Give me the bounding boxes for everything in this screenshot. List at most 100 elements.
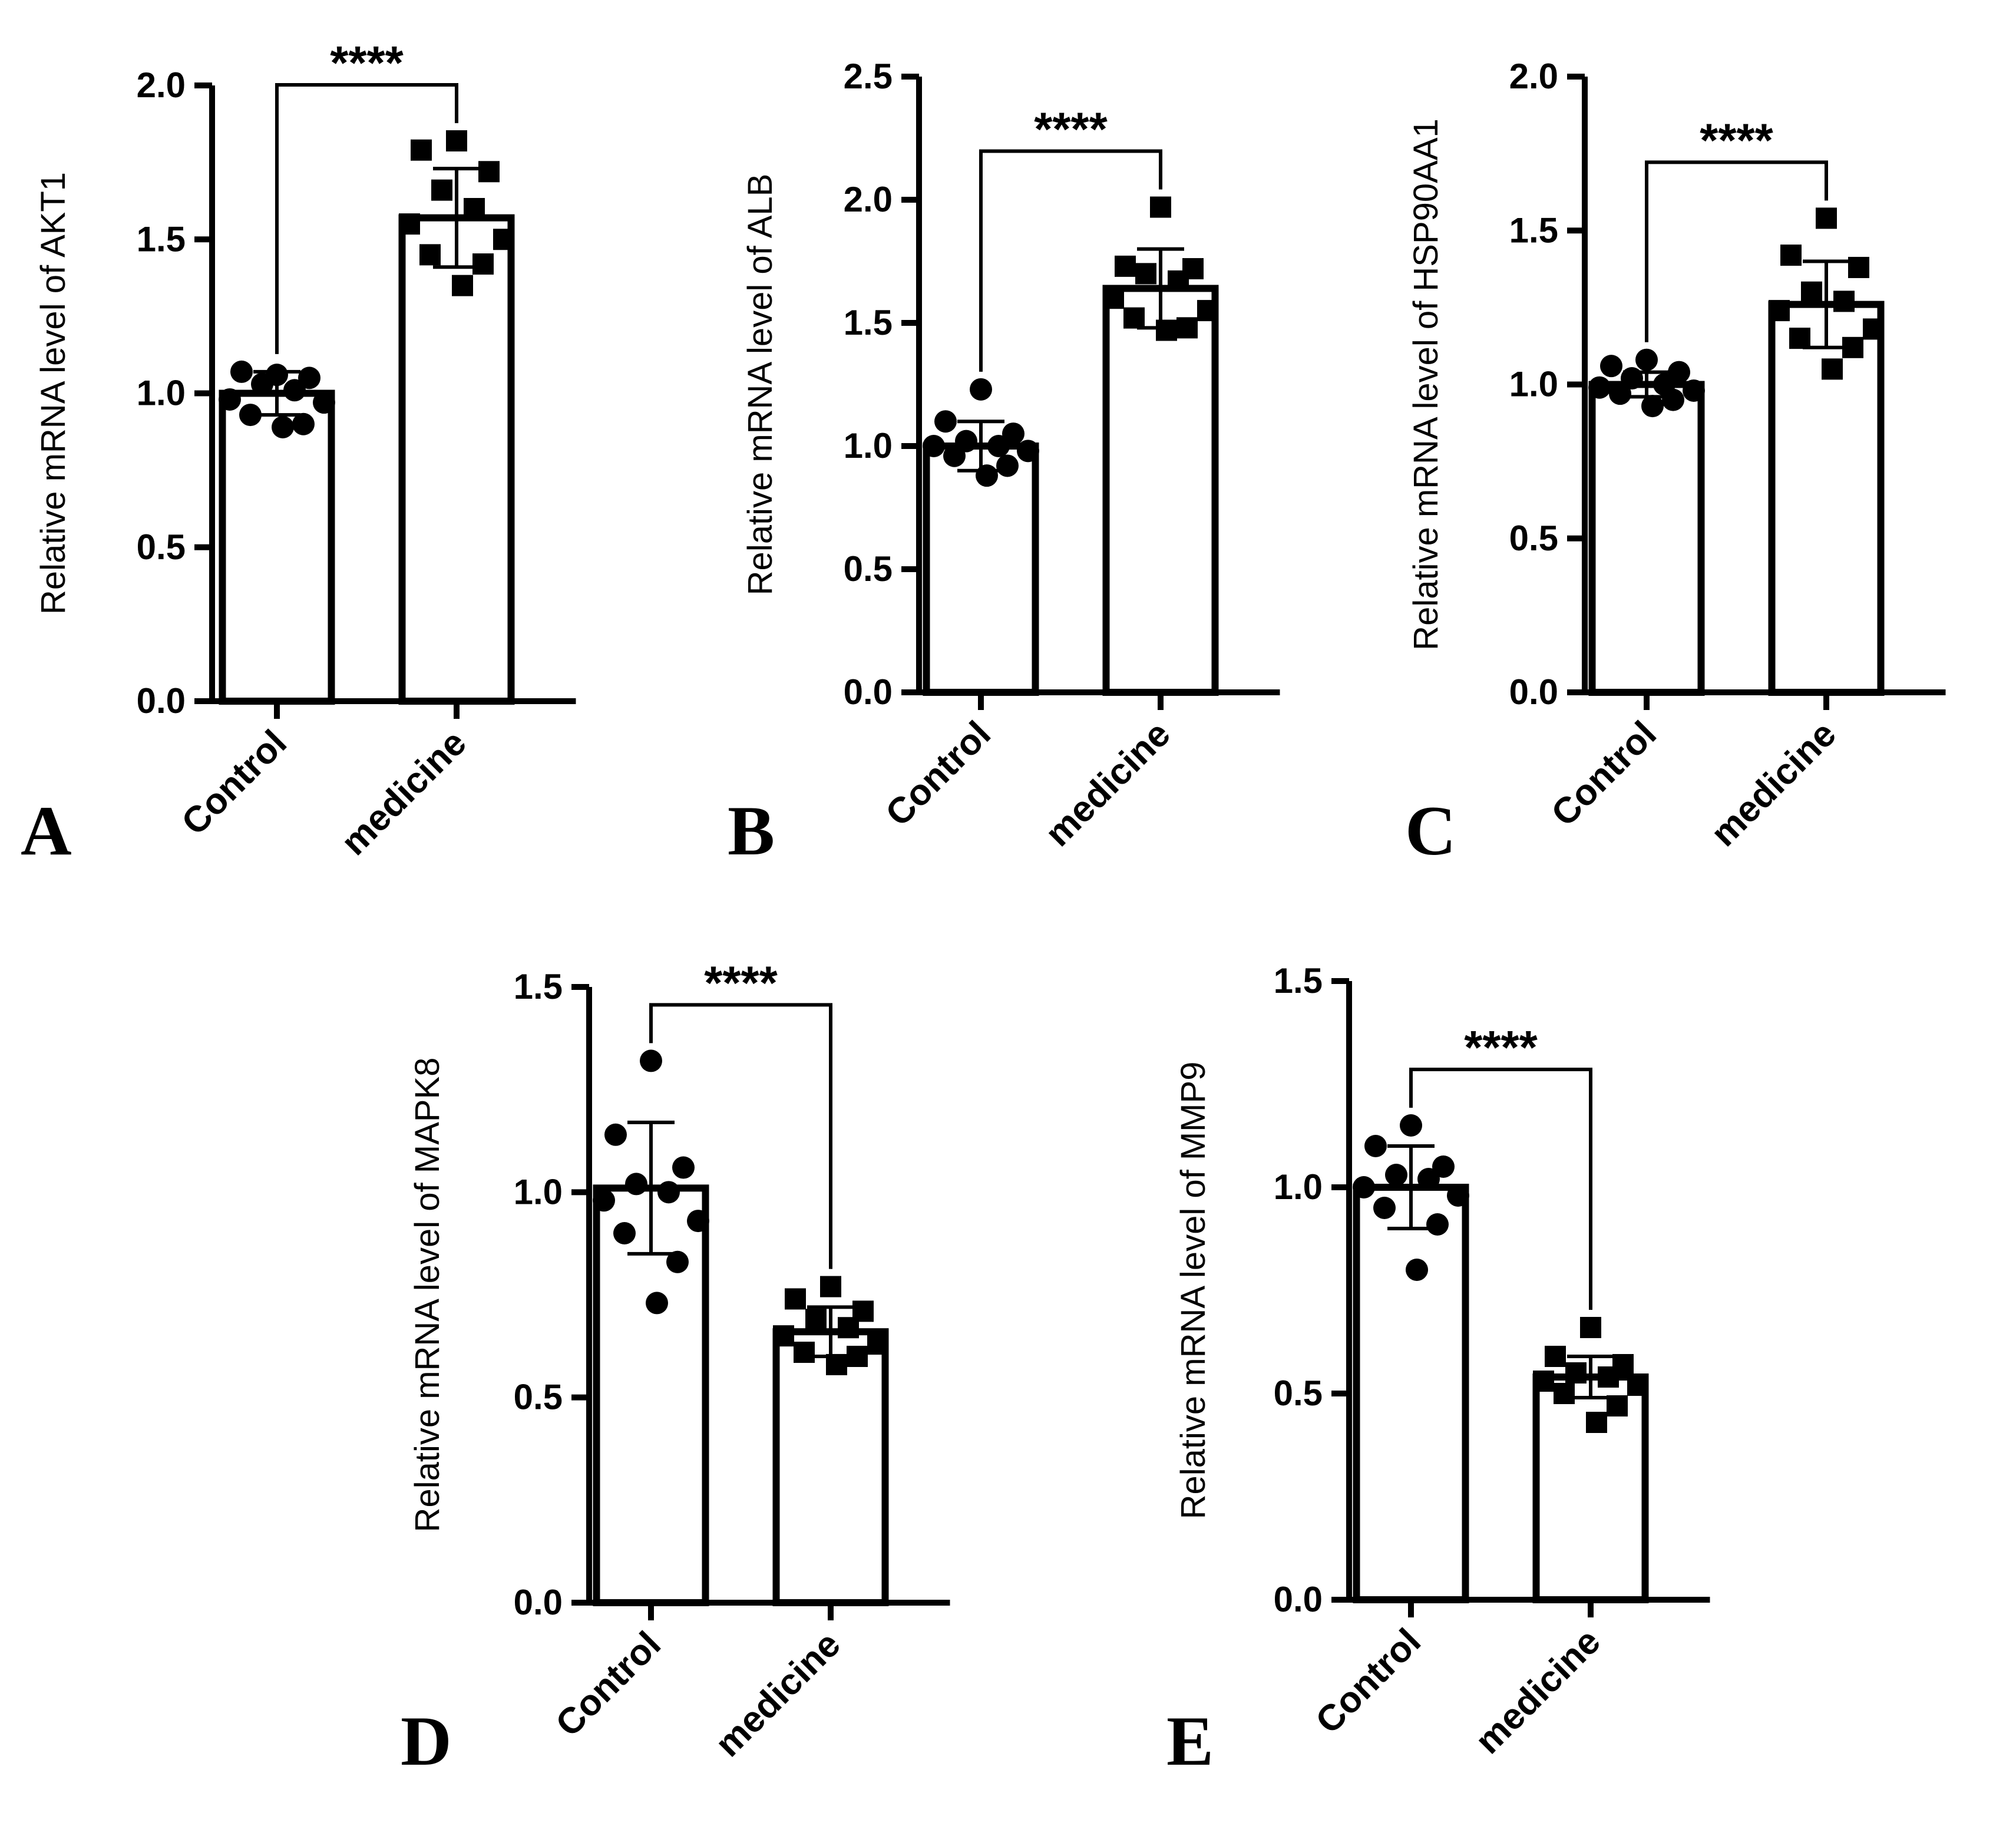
- data-point: [313, 391, 335, 414]
- panel-d: 0.0 0.5 1.0 1.5 Relative mRNA level of MAPK8…: [401, 956, 950, 1780]
- data-point: [640, 1049, 662, 1072]
- data-point: [1353, 1176, 1375, 1198]
- data-point: [987, 435, 1010, 457]
- data-point: [1822, 358, 1843, 380]
- data-point: [1373, 1197, 1396, 1219]
- y-tick-label: 0.5: [514, 1378, 563, 1417]
- data-point: [847, 1346, 868, 1367]
- y-tick-label: 0.0: [1509, 672, 1558, 712]
- x-tick-label: Control: [1544, 714, 1664, 834]
- data-point: [1621, 367, 1643, 390]
- data-point: [1406, 1259, 1428, 1281]
- y-tick-label: 0.0: [137, 681, 186, 721]
- data-point: [493, 229, 514, 250]
- y-tick-label: 1.5: [1274, 961, 1323, 1000]
- data-point: [431, 179, 452, 201]
- data-point: [1417, 1168, 1440, 1190]
- data-point: [464, 198, 485, 219]
- data-point: [1197, 300, 1218, 322]
- data-point: [773, 1325, 794, 1347]
- data-point: [1863, 318, 1884, 340]
- data-point: [1600, 355, 1622, 378]
- data-point: [1545, 1346, 1566, 1367]
- data-point: [239, 404, 262, 427]
- y-tick-label: 0.5: [137, 527, 186, 567]
- data-point: [298, 366, 320, 389]
- significance-bracket: [649, 1003, 832, 1269]
- data-point: [1168, 270, 1189, 292]
- data-point: [1123, 307, 1145, 329]
- data-point: [1848, 256, 1869, 278]
- data-point: [251, 372, 273, 395]
- bar-control: [1353, 1184, 1469, 1603]
- data-point: [785, 1288, 806, 1310]
- x-tick-label: medicine: [708, 1624, 848, 1765]
- panel-e: 0.0 0.5 1.0 1.5 Relative mRNA level of MMP9 C…: [1166, 961, 1710, 1780]
- significance-bracket: [1645, 160, 1828, 342]
- data-point: [1580, 1317, 1601, 1338]
- y-tick-label: 2.0: [137, 65, 186, 105]
- data-point: [867, 1333, 888, 1355]
- panel-letter: C: [1405, 791, 1456, 870]
- y-tick-label: 1.5: [137, 219, 186, 259]
- y-axis-title: Relative mRNA level of MAPK8: [408, 1058, 447, 1533]
- bar-control: [1588, 381, 1705, 696]
- y-axis-title: Relative mRNA level of AKT1: [34, 172, 72, 615]
- data-point: [1801, 281, 1822, 303]
- data-point: [1426, 1213, 1449, 1236]
- data-point: [593, 1189, 615, 1212]
- data-point: [666, 1250, 689, 1273]
- bar-medicine: [1532, 1373, 1649, 1603]
- x-tick-label: Control: [1308, 1621, 1429, 1742]
- panel-c: 0.0 0.5 1.0 1.5 2.0 Relative mRNA level of HS…: [1405, 57, 1946, 870]
- data-point: [604, 1123, 627, 1146]
- data-point: [923, 435, 945, 457]
- data-point: [411, 139, 432, 161]
- data-point: [1780, 245, 1802, 266]
- data-point: [1588, 376, 1611, 399]
- data-point: [625, 1173, 647, 1196]
- y-tick-label: 1.5: [1509, 210, 1558, 250]
- data-point: [687, 1210, 709, 1233]
- data-point: [472, 253, 494, 275]
- data-point: [1156, 319, 1177, 341]
- data-point: [1533, 1371, 1554, 1392]
- y-tick-label: 0.5: [844, 549, 893, 589]
- x-tick-label: Control: [174, 722, 295, 843]
- data-point: [1789, 328, 1810, 349]
- data-point: [399, 213, 420, 235]
- data-point: [219, 388, 241, 411]
- significance-stars: ****: [1464, 1021, 1538, 1074]
- panel-letter: E: [1166, 1702, 1214, 1780]
- y-tick-label: 1.0: [1274, 1167, 1323, 1207]
- data-point: [934, 410, 957, 433]
- data-point: [970, 378, 992, 401]
- data-point: [943, 444, 966, 467]
- data-point: [1607, 1395, 1628, 1416]
- data-point: [1641, 395, 1664, 418]
- data-point: [419, 244, 441, 266]
- y-tick-label: 1.0: [514, 1172, 563, 1211]
- x-tick-label: Control: [878, 714, 999, 834]
- data-point: [1565, 1362, 1587, 1383]
- data-point: [292, 412, 315, 435]
- data-point: [1002, 422, 1024, 445]
- data-point: [1598, 1366, 1619, 1388]
- data-point: [1668, 361, 1690, 384]
- significance-bracket: [275, 83, 458, 354]
- bar-medicine: [1102, 285, 1219, 696]
- data-point: [446, 130, 467, 152]
- panel-letter: B: [728, 791, 775, 870]
- significance-stars: ****: [1700, 114, 1773, 166]
- data-point: [1103, 288, 1124, 309]
- y-tick-label: 2.0: [844, 180, 893, 219]
- data-point: [1017, 440, 1039, 463]
- data-point: [1364, 1135, 1387, 1157]
- data-point: [1447, 1184, 1469, 1207]
- x-tick-label: Control: [548, 1624, 669, 1745]
- panel-b: 0.0 0.5 1.0 1.5 2.0 2.5 Relative mRNA level of…: [728, 57, 1280, 870]
- data-point: [1385, 1164, 1407, 1186]
- x-tick-label: medicine: [333, 722, 474, 863]
- data-point: [230, 360, 253, 383]
- significance-bracket: [1409, 1068, 1592, 1310]
